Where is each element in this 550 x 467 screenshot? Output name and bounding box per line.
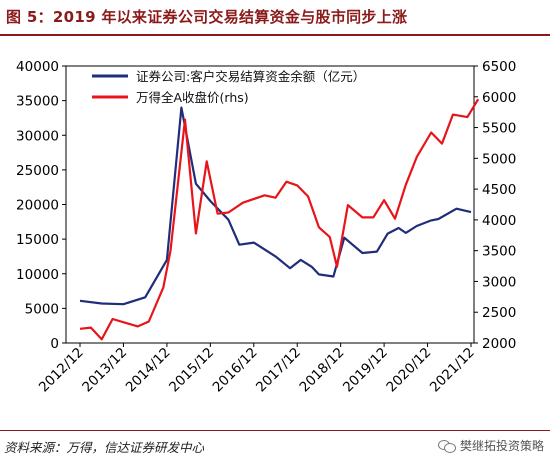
x-tick-label: 2016/12 <box>210 345 261 396</box>
legend-label-blue: 证券公司:客户交易结算资金余额（亿元） <box>136 69 365 84</box>
x-tick-label: 2020/12 <box>383 345 434 396</box>
y-right-tick-label: 2000 <box>482 336 516 352</box>
y-left-tick-label: 35000 <box>16 94 59 110</box>
y-right-tick-label: 5500 <box>482 121 516 137</box>
watermark-text: 樊继拓投资策略 <box>459 439 544 453</box>
line-chart: 0 5000 10000 15000 20000 25000 30000 35000 40000… <box>16 59 516 396</box>
x-tick-label: 2018/12 <box>297 345 348 396</box>
x-tick-label: 2015/12 <box>166 345 217 396</box>
y-right-tick-label: 3000 <box>482 274 516 290</box>
y-right-tick-label: 4000 <box>482 213 516 229</box>
y-left-tick-label: 25000 <box>16 163 59 179</box>
y-right-tick-label: 5000 <box>482 151 516 167</box>
y-right-tick-label: 3500 <box>482 244 516 260</box>
y-left-tick-label: 20000 <box>16 198 59 214</box>
x-tick-label: 2014/12 <box>123 345 174 396</box>
y-left-tick-label: 15000 <box>16 232 59 248</box>
y-right-tick-label: 4500 <box>482 182 516 198</box>
x-tick-label: 2019/12 <box>340 345 391 396</box>
x-tick-label: 2017/12 <box>253 345 304 396</box>
x-tick-label: 2013/12 <box>79 345 130 396</box>
watermark: 樊继拓投资策略 <box>437 437 544 454</box>
y-left-tick-label: 0 <box>50 336 59 352</box>
series-line-red <box>79 98 480 341</box>
source-note: 资料来源：万得，信达证券研发中心 <box>4 440 205 455</box>
y-left-tick-label: 10000 <box>16 267 59 283</box>
x-tick-label: 2012/12 <box>36 345 87 396</box>
y-right-tick-label: 6000 <box>482 90 516 106</box>
y-right-tick-label: 6500 <box>482 59 516 75</box>
footer-rule <box>0 430 550 431</box>
x-tick-label: 2021/12 <box>427 345 478 396</box>
wechat-icon <box>437 439 456 453</box>
legend-label-red: 万得全A收盘价(rhs) <box>136 90 249 105</box>
y-left-tick-label: 5000 <box>25 301 59 317</box>
page-title: 图 5：2019 年以来证券公司交易结算资金与股市同步上涨 <box>6 8 408 26</box>
title-rule <box>0 34 550 36</box>
y-left-tick-label: 40000 <box>16 59 59 75</box>
y-left-tick-label: 30000 <box>16 128 59 144</box>
series-line-blue <box>79 106 472 306</box>
legend: 证券公司:客户交易结算资金余额（亿元） 万得全A收盘价(rhs) <box>92 69 365 105</box>
y-right-tick-label: 2500 <box>482 305 516 321</box>
plot-frame <box>65 65 475 344</box>
